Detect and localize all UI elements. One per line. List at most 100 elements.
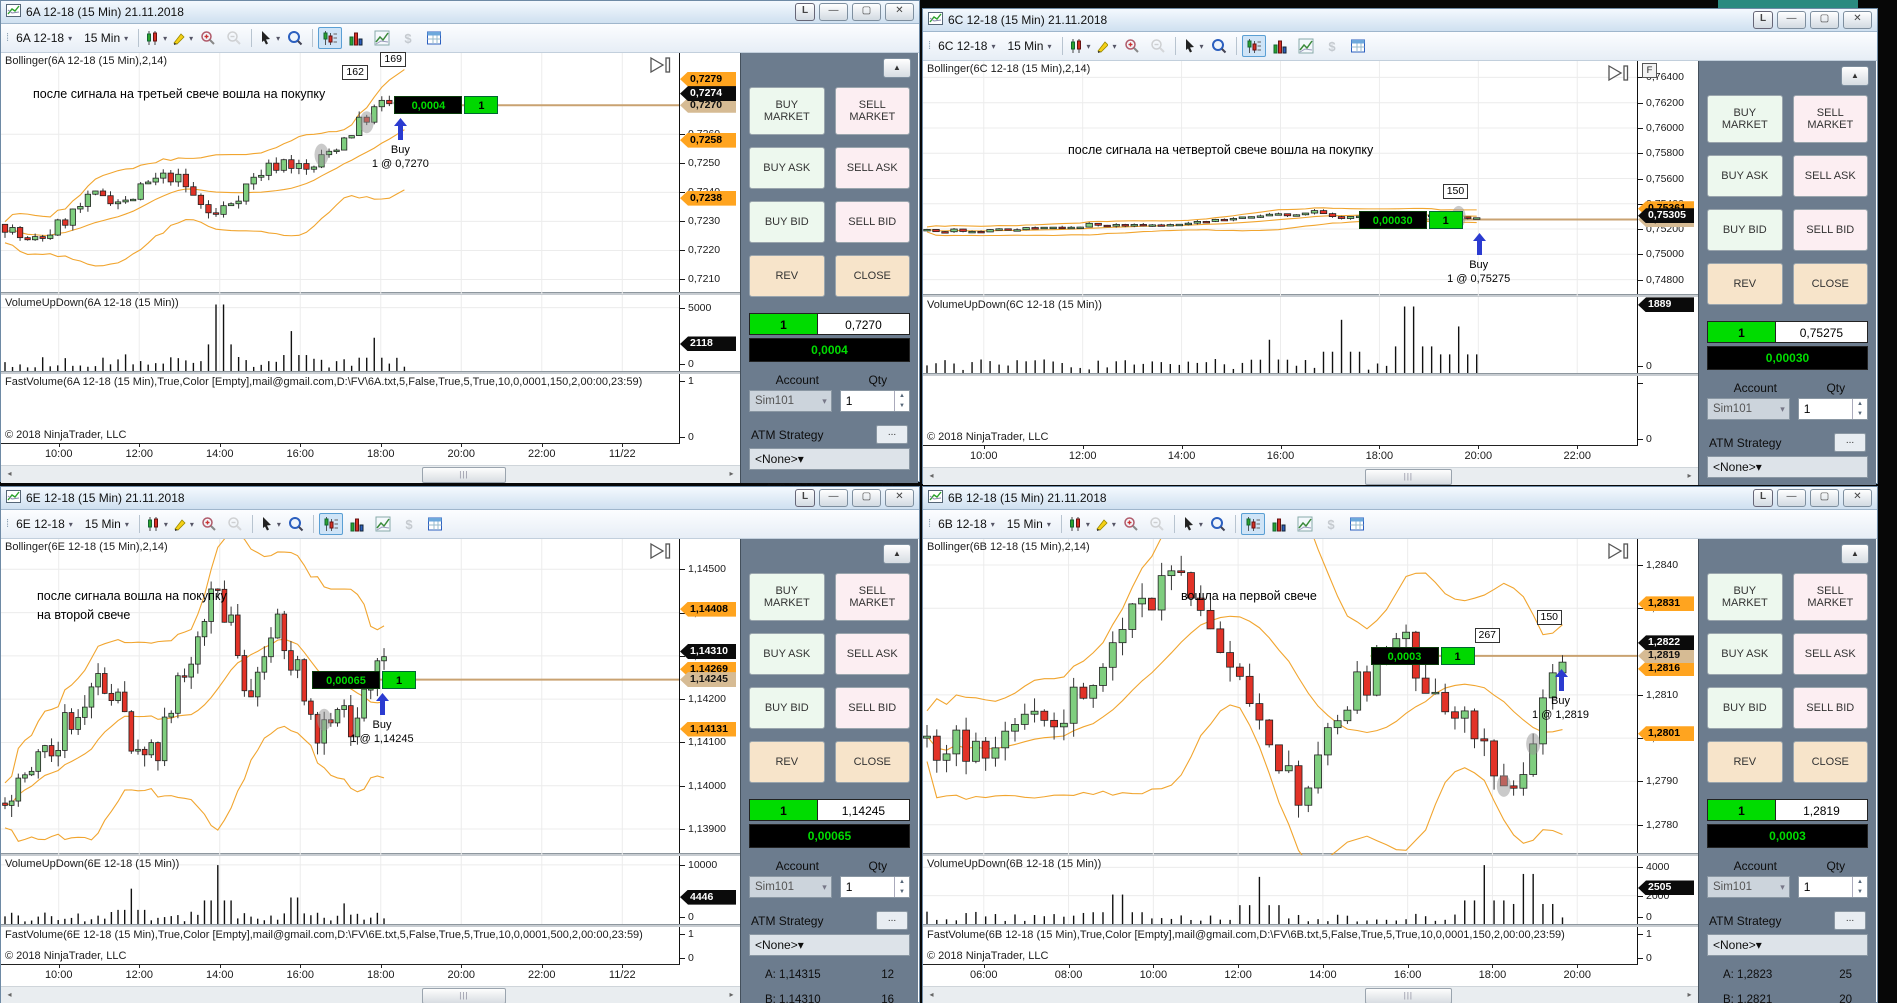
stepper-arrows[interactable]: ▲ ▼ — [1852, 399, 1867, 419]
scrollbar-thumb[interactable]: ||| — [1364, 988, 1452, 1003]
account-select[interactable]: Sim101 ▾ — [1707, 876, 1790, 898]
collapse-panel-button[interactable]: ▲ — [883, 544, 911, 564]
close-position-button[interactable]: CLOSE — [1792, 263, 1868, 305]
reverse-button[interactable]: REV — [1707, 263, 1783, 305]
restore-button[interactable]: ▢ — [1810, 11, 1839, 29]
go-to-last-bar-icon[interactable] — [1606, 542, 1632, 560]
data-box-icon[interactable] — [1206, 513, 1230, 535]
chart-scrollbar[interactable]: ◂ ▸ ||| — [1, 465, 740, 484]
sell-bid-button[interactable]: SELL BID — [834, 687, 910, 729]
stepper-arrows[interactable]: ▲ ▼ — [1852, 877, 1867, 897]
sell-market-button[interactable]: SELL MARKET — [1792, 573, 1868, 621]
cursor-tool-icon[interactable]: ▾ — [1180, 513, 1204, 535]
data-box-icon[interactable] — [283, 27, 307, 49]
account-select[interactable]: Sim101 ▾ — [1707, 398, 1790, 420]
buy-market-button[interactable]: BUY MARKET — [749, 573, 825, 621]
sell-market-button[interactable]: SELL MARKET — [834, 87, 910, 135]
chart-style-icon[interactable]: ▾ — [1068, 35, 1092, 57]
chart-scrollbar[interactable]: ◂ ▸ ||| — [1, 986, 740, 1003]
link-button[interactable]: L — [1753, 489, 1773, 507]
atm-strategy-select[interactable]: <None>▾ — [749, 448, 910, 470]
restore-button[interactable]: ▢ — [852, 489, 881, 507]
volume-plot[interactable] — [923, 297, 1638, 374]
drawing-tools-icon[interactable]: ▾ — [1094, 35, 1118, 57]
buy-ask-button[interactable]: BUY ASK — [749, 633, 825, 675]
data-grid-icon[interactable] — [1346, 35, 1370, 57]
instrument-selector[interactable]: 6E 12-18 ▾ — [10, 514, 79, 534]
collapse-panel-button[interactable]: ▲ — [1841, 66, 1869, 86]
scrollbar-thumb[interactable]: ||| — [422, 467, 506, 484]
chart-trader-icon[interactable] — [1241, 35, 1266, 57]
drawing-tools-icon[interactable]: ▾ — [1093, 513, 1117, 535]
scrollbar-thumb[interactable]: ||| — [1364, 469, 1452, 486]
volume-plot[interactable] — [1, 295, 680, 372]
data-grid-icon[interactable] — [1345, 513, 1369, 535]
restore-button[interactable]: ▢ — [1810, 489, 1839, 507]
chart-type-icon[interactable] — [1293, 513, 1317, 535]
cursor-tool-icon[interactable]: ▾ — [1181, 35, 1205, 57]
scroll-left-arrow[interactable]: ◂ — [929, 990, 934, 1000]
sell-market-button[interactable]: SELL MARKET — [1792, 95, 1868, 143]
close-position-button[interactable]: CLOSE — [1792, 741, 1868, 783]
sell-bid-button[interactable]: SELL BID — [1792, 687, 1868, 729]
zoom-in-icon[interactable] — [1119, 513, 1143, 535]
scroll-right-arrow[interactable]: ▸ — [1687, 471, 1692, 481]
interval-selector[interactable]: 15 Min ▾ — [1001, 36, 1057, 56]
sell-ask-button[interactable]: SELL ASK — [1792, 633, 1868, 675]
reverse-button[interactable]: REV — [749, 255, 825, 297]
stepper-down-icon[interactable]: ▼ — [899, 403, 905, 409]
account-select[interactable]: Sim101 ▾ — [749, 390, 832, 412]
buy-market-button[interactable]: BUY MARKET — [1707, 573, 1783, 621]
chart-style-icon[interactable]: ▾ — [145, 513, 169, 535]
account-select[interactable]: Sim101 ▾ — [749, 876, 832, 898]
scroll-left-arrow[interactable]: ◂ — [7, 990, 12, 1000]
buy-bid-button[interactable]: BUY BID — [749, 201, 825, 243]
scroll-right-arrow[interactable]: ▸ — [1687, 990, 1692, 1000]
chart-type-icon[interactable] — [371, 513, 395, 535]
atm-more-button[interactable]: ... — [876, 911, 908, 930]
volume-plot[interactable] — [923, 855, 1638, 924]
close-button[interactable]: ✕ — [1843, 11, 1872, 29]
buy-ask-button[interactable]: BUY ASK — [1707, 633, 1783, 675]
sell-ask-button[interactable]: SELL ASK — [1792, 155, 1868, 197]
scroll-right-arrow[interactable]: ▸ — [729, 990, 734, 1000]
chart-type-icon[interactable] — [1294, 35, 1318, 57]
buy-market-button[interactable]: BUY MARKET — [1707, 95, 1783, 143]
link-button[interactable]: L — [795, 3, 815, 21]
instrument-selector[interactable]: 6B 12-18 ▾ — [932, 514, 1001, 534]
drawing-tools-icon[interactable]: ▾ — [171, 513, 195, 535]
interval-selector[interactable]: 15 Min ▾ — [78, 28, 134, 48]
buy-bid-button[interactable]: BUY BID — [1707, 209, 1783, 251]
chart-type-icon[interactable] — [370, 27, 394, 49]
collapse-panel-button[interactable]: ▲ — [883, 58, 911, 78]
sell-bid-button[interactable]: SELL BID — [834, 201, 910, 243]
close-position-button[interactable]: CLOSE — [834, 741, 910, 783]
atm-strategy-select[interactable]: <None>▾ — [1707, 934, 1868, 956]
stepper-down-icon[interactable]: ▼ — [1857, 889, 1863, 895]
chart-trader-icon[interactable] — [318, 513, 343, 535]
quantity-stepper[interactable]: 1 ▲ ▼ — [1797, 876, 1868, 898]
buy-ask-button[interactable]: BUY ASK — [1707, 155, 1783, 197]
data-grid-icon[interactable] — [422, 27, 446, 49]
go-to-last-bar-icon[interactable] — [648, 542, 674, 560]
buy-bid-button[interactable]: BUY BID — [749, 687, 825, 729]
chart-plot[interactable] — [1, 531, 680, 855]
data-box-icon[interactable] — [1207, 35, 1231, 57]
go-to-last-bar-icon[interactable] — [648, 56, 674, 74]
link-button[interactable]: L — [795, 489, 815, 507]
sell-bid-button[interactable]: SELL BID — [1792, 209, 1868, 251]
minimize-button[interactable]: — — [1777, 489, 1806, 507]
stepper-down-icon[interactable]: ▼ — [1857, 411, 1863, 417]
stepper-up-icon[interactable]: ▲ — [899, 393, 905, 399]
cursor-tool-icon[interactable]: ▾ — [258, 513, 282, 535]
volume-plot[interactable] — [1, 855, 680, 924]
atm-more-button[interactable]: ... — [1834, 911, 1866, 930]
zoom-in-icon[interactable] — [196, 27, 220, 49]
atm-strategy-select[interactable]: <None>▾ — [1707, 456, 1868, 478]
interval-selector[interactable]: 15 Min ▾ — [1001, 514, 1057, 534]
minimize-button[interactable]: — — [819, 3, 848, 21]
instrument-selector[interactable]: 6C 12-18 ▾ — [932, 36, 1001, 56]
scroll-left-arrow[interactable]: ◂ — [929, 471, 934, 481]
market-analyzer-icon[interactable] — [1267, 513, 1291, 535]
quantity-stepper[interactable]: 1 ▲ ▼ — [839, 876, 910, 898]
